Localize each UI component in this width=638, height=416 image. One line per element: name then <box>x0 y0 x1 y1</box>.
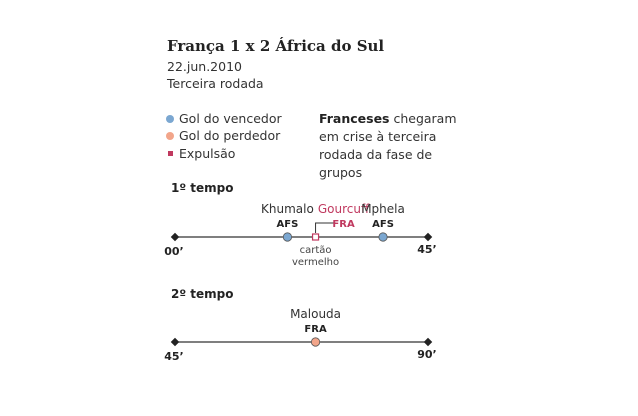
second-half-end-marker <box>423 337 433 347</box>
first-half-event-2-goal-marker <box>378 232 388 242</box>
expulsion-square-icon <box>167 151 173 156</box>
legend-winner-goal-label: Gol do vencedor <box>179 111 282 126</box>
second-half-event-0-player-label: Malouda <box>290 307 341 321</box>
first-half-event-1-note-line2: vermelho <box>292 257 339 268</box>
first-half-event-1-note-line1: cartão <box>300 245 332 256</box>
legend-winner-goal: Gol do vencedor <box>166 111 282 126</box>
legend-expulsion-label: Expulsão <box>179 146 236 161</box>
first-half-end-marker <box>423 232 433 242</box>
second-half-start-label: 45’ <box>164 350 184 363</box>
first-half-end-label: 45’ <box>417 243 437 256</box>
first-half-start-label: 00’ <box>164 245 184 258</box>
second-half-end-label: 90’ <box>417 348 437 361</box>
context-note-bold: Franceses <box>319 111 390 126</box>
legend-expulsion: Expulsão <box>166 146 235 161</box>
match-round: Terceira rodada <box>167 76 264 91</box>
second-half-event-0-team-label: FRA <box>304 324 327 335</box>
first-half-event-2-team-label: AFS <box>372 219 394 230</box>
first-half-event-0-player-label: Khumalo <box>261 202 314 216</box>
legend-loser-goal: Gol do perdedor <box>166 128 280 143</box>
first-half-event-0-team-label: AFS <box>277 219 299 230</box>
context-note-text: chegaram em crise à terceira rodada da f… <box>319 111 457 180</box>
first-half-event-1-expulsion-marker <box>311 233 320 241</box>
first-half-start-marker <box>170 232 180 242</box>
first-half-event-1-leader-line <box>315 222 336 233</box>
loser-goal-dot-icon <box>166 131 174 140</box>
first-half-title: 1º tempo <box>171 181 234 195</box>
context-note: Franceses chegaram em crise à terceira r… <box>319 110 479 182</box>
second-half-start-marker <box>170 337 180 347</box>
first-half-event-0-goal-marker <box>282 232 293 242</box>
second-half-event-0-goal-marker <box>310 337 321 347</box>
first-half-event-1-player-label: Gourcuff <box>318 202 370 216</box>
first-half-event-2-player-label: Mphela <box>361 202 405 216</box>
match-date: 22.jun.2010 <box>167 59 242 74</box>
winner-goal-dot-icon <box>166 114 174 123</box>
second-half-title: 2º tempo <box>171 287 234 301</box>
page-title: França 1 x 2 África do Sul <box>167 37 385 55</box>
legend-loser-goal-label: Gol do perdedor <box>179 128 281 143</box>
first-half-event-1-team-label: FRA <box>332 219 355 230</box>
